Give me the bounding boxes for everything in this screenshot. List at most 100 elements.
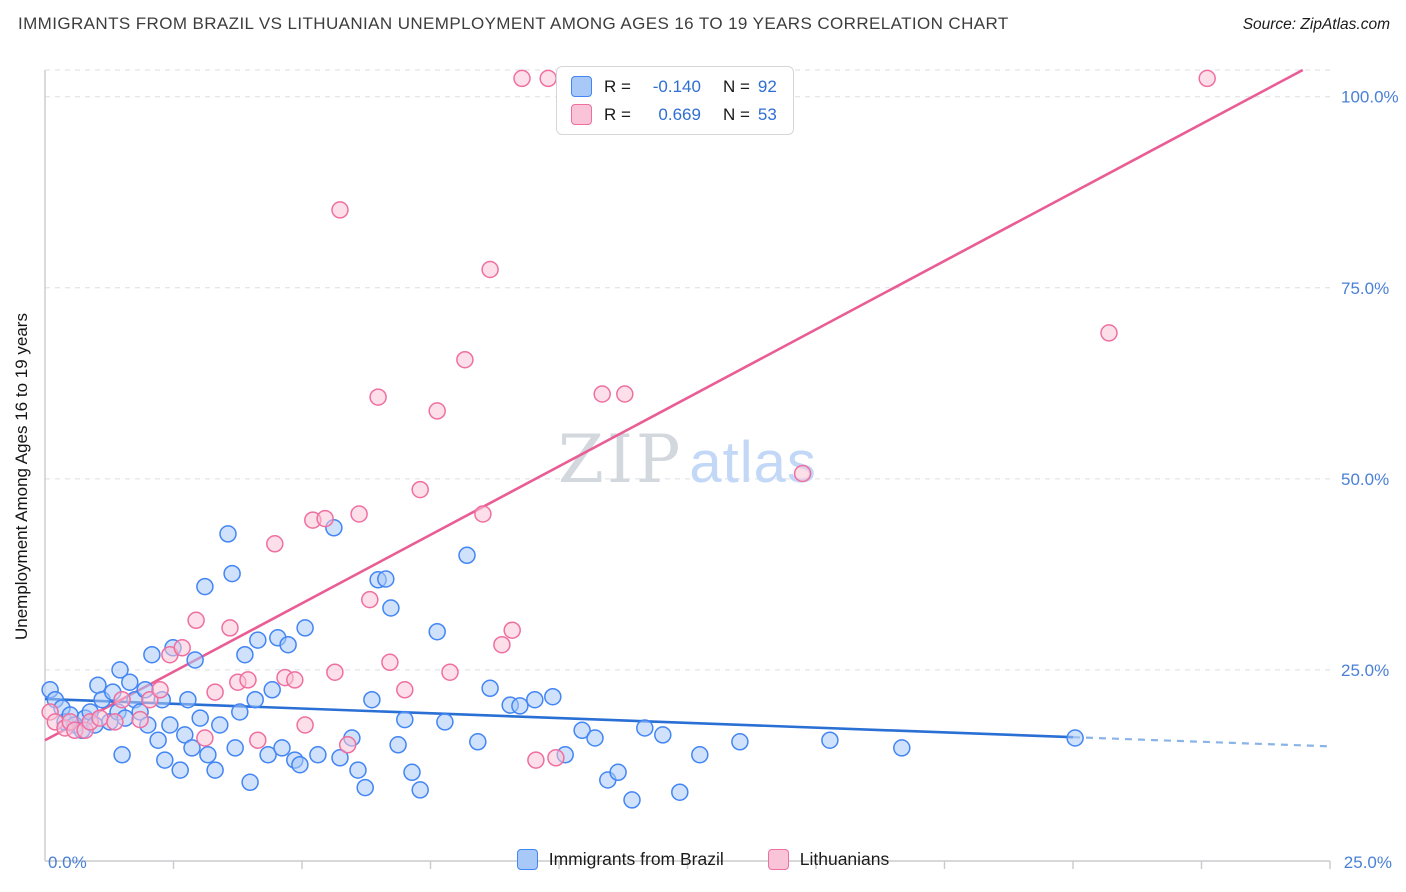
data-point — [309, 746, 327, 764]
page-title: IMMIGRANTS FROM BRAZIL VS LITHUANIAN UNE… — [18, 14, 1009, 33]
data-point — [183, 739, 201, 757]
data-point — [279, 635, 297, 654]
stats-legend: R = -0.140 N = 92 R = 0.669 N = 53 — [556, 66, 794, 135]
data-point — [91, 709, 109, 727]
data-point — [349, 761, 367, 779]
data-point — [211, 716, 229, 734]
data-point — [113, 746, 131, 764]
data-point — [149, 731, 167, 749]
data-point — [793, 464, 812, 483]
lithuanians-legend-swatch — [571, 104, 592, 125]
data-point — [1100, 324, 1118, 342]
data-point — [331, 749, 349, 767]
data-point — [513, 69, 531, 88]
data-point — [821, 731, 839, 749]
r-value: -0.140 — [652, 76, 701, 96]
data-point — [481, 260, 499, 279]
data-point — [89, 676, 107, 694]
data-point — [377, 570, 395, 588]
data-point — [526, 690, 544, 709]
data-point — [547, 749, 565, 767]
data-point — [187, 611, 205, 630]
data-point — [176, 726, 194, 744]
data-point — [263, 681, 281, 699]
stats-row-brazil: R = -0.140 N = 92 — [571, 76, 777, 97]
legend-label: Lithuanians — [799, 849, 890, 869]
data-point — [654, 726, 672, 744]
data-point — [156, 751, 174, 769]
x-axis-max-label: 25.0% — [1343, 853, 1392, 872]
zipatlas-watermark: ZIP atlas — [558, 421, 817, 498]
data-point — [593, 385, 611, 403]
y-tick-label: 50.0% — [1341, 470, 1389, 489]
data-point — [316, 509, 334, 528]
data-point — [296, 716, 314, 734]
data-point — [151, 681, 169, 699]
trend-line — [44, 697, 1074, 739]
n-label: N = — [722, 104, 750, 124]
data-point — [623, 791, 641, 809]
data-point — [609, 763, 627, 782]
r-value: 0.669 — [658, 104, 701, 124]
data-point — [161, 716, 179, 734]
data-point — [411, 480, 429, 499]
data-point — [350, 505, 368, 523]
data-point — [338, 736, 357, 754]
data-point — [273, 739, 291, 757]
data-point — [428, 622, 446, 641]
data-point — [286, 671, 304, 689]
data-point — [396, 681, 414, 699]
data-point — [458, 546, 476, 565]
data-point — [456, 350, 474, 369]
data-point — [403, 763, 421, 782]
data-point — [381, 653, 399, 672]
data-point — [511, 697, 529, 715]
data-point — [616, 385, 634, 403]
data-point — [291, 755, 309, 774]
trend-line — [44, 68, 1304, 742]
data-point — [544, 687, 562, 706]
data-point — [436, 713, 454, 731]
data-point — [691, 746, 709, 764]
legend-item-lithuanians: Lithuanians — [767, 849, 890, 870]
brazil-legend-swatch — [516, 849, 538, 870]
data-point — [389, 736, 407, 754]
data-point — [219, 525, 237, 543]
source-attribution: Source: ZipAtlas.com — [1242, 16, 1390, 33]
data-point — [671, 783, 689, 801]
data-point — [411, 781, 429, 799]
legend-label: Immigrants from Brazil — [548, 849, 724, 869]
data-point — [106, 713, 124, 731]
data-point — [206, 761, 224, 779]
data-point — [186, 651, 204, 669]
trend-line-extension — [1072, 736, 1331, 748]
data-point — [573, 721, 591, 740]
data-point — [259, 746, 277, 764]
data-point — [206, 683, 224, 701]
data-point — [481, 679, 499, 698]
data-point — [586, 729, 604, 747]
n-value: 53 — [757, 104, 777, 124]
data-point — [731, 733, 749, 751]
data-point — [191, 709, 209, 727]
data-point — [199, 746, 217, 764]
legend-item-brazil: Immigrants from Brazil — [516, 849, 724, 870]
r-label: R = — [604, 76, 631, 96]
y-tick-label: 75.0% — [1341, 279, 1389, 298]
data-point — [226, 739, 244, 757]
data-point — [179, 690, 197, 709]
data-point — [231, 703, 249, 721]
data-point — [539, 69, 557, 88]
data-point — [1198, 69, 1216, 88]
data-point — [173, 639, 191, 657]
data-point — [1066, 729, 1084, 747]
data-point — [493, 635, 511, 654]
data-point — [241, 773, 259, 792]
data-point — [893, 739, 911, 757]
data-point — [246, 690, 264, 709]
data-point — [236, 645, 254, 664]
x-axis-min-label: 0.0% — [48, 853, 87, 872]
data-point — [326, 663, 344, 681]
data-point — [527, 751, 545, 769]
data-point — [369, 388, 387, 406]
